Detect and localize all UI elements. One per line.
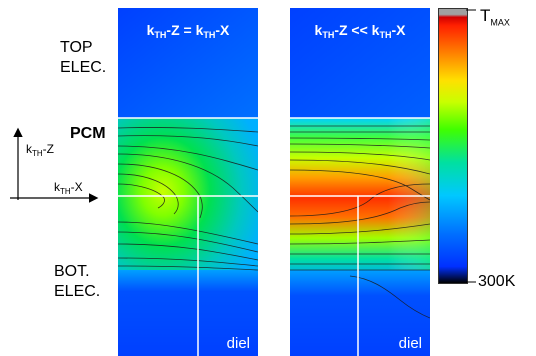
colorbar-max-label: TMAX [480,6,510,28]
colorbar [438,8,468,284]
dielectric-label-right: diel [398,335,422,352]
bottom-electrode-line1: BOT. [54,263,90,280]
z-axis-label: kTH-Z [26,142,54,158]
x-axis-label: kTH-X [54,180,83,196]
anisotropic-heatmap [290,8,430,356]
dielectric-label-left: diel [226,335,250,352]
colorbar-min-label: 300K [478,273,516,290]
pcm-label: PCM [70,124,106,144]
isotropic-heatmap [118,8,258,356]
axes-indicator [10,127,99,203]
panel-isotropic-title: kTH-Z = kTH-X [146,22,230,40]
top-electrode-line2: ELEC. [60,59,107,76]
top-electrode-line1: TOP [60,39,93,56]
bottom-electrode-label: BOT. ELEC. [54,262,100,302]
top-electrode-label: TOP ELEC. [60,38,106,78]
panel-anisotropic-title: kTH-Z << kTH-X [314,22,406,40]
pcm-label-text: PCM [70,125,106,142]
panel-isotropic: kTH-Z = kTH-X diel [118,8,258,356]
panel-anisotropic: kTH-Z << kTH-X diel [290,8,430,356]
colorbar-ticks [466,9,476,283]
bottom-electrode-line2: ELEC. [54,283,101,300]
